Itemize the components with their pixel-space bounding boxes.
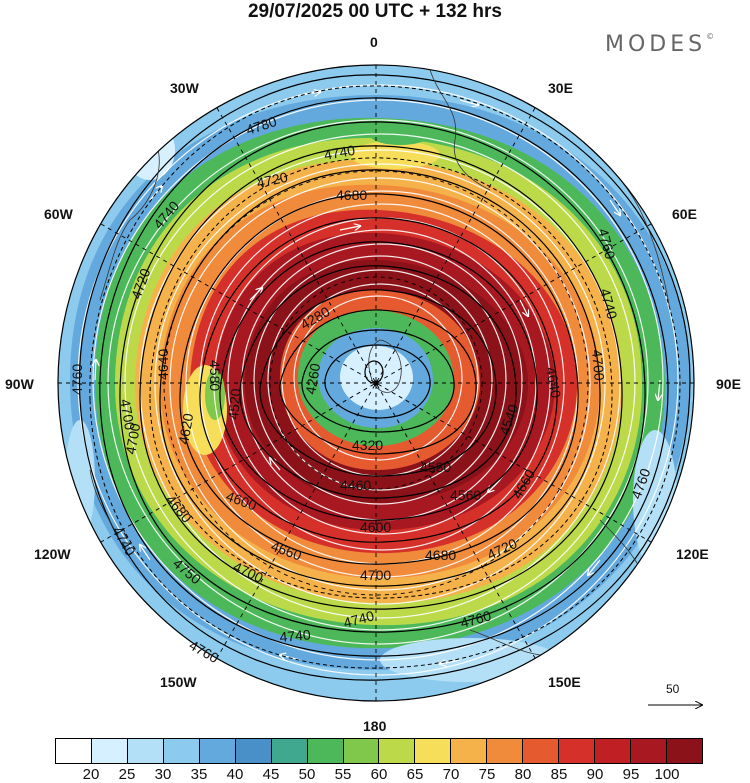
colorbar-swatch xyxy=(595,739,631,763)
patch-green-left xyxy=(205,370,225,420)
colorbar-swatch xyxy=(343,739,380,763)
colorbar-swatch xyxy=(451,739,488,763)
wind-streamlines xyxy=(77,84,679,676)
contour-label: 4580 xyxy=(420,459,451,475)
lon-label-30e: 30E xyxy=(548,80,573,96)
colorbar-swatch xyxy=(235,739,272,763)
colorbar-swatch xyxy=(415,739,452,763)
brand-name: MODES xyxy=(605,32,707,57)
colorbar-swatch xyxy=(56,739,92,763)
colorbar xyxy=(55,738,703,764)
colorbar-tick-label: 70 xyxy=(442,766,460,783)
colorbar-swatch xyxy=(379,739,416,763)
contour-label: 4740 xyxy=(323,142,357,163)
colorbar-tick-label: 60 xyxy=(370,766,388,783)
contour-label: 4760 xyxy=(595,227,619,261)
colorbar-tick-label: 100 xyxy=(654,766,680,783)
lon-label-150e: 150E xyxy=(548,674,581,690)
colorbar-tick-label: 25 xyxy=(118,766,136,783)
colorbar-swatch xyxy=(666,739,702,763)
contour-label: 4640 xyxy=(543,366,564,400)
contour-label: 4460 xyxy=(340,477,371,493)
contour-label: 4740 xyxy=(597,287,621,321)
colorbar-tick-label: 20 xyxy=(82,766,100,783)
page-title: 29/07/2025 00 UTC + 132 hrs xyxy=(247,1,503,22)
colorbar-tick-label: 40 xyxy=(226,766,244,783)
colorbar-swatch xyxy=(127,739,164,763)
colorbar-tick-label: 95 xyxy=(622,766,640,783)
lon-label-90e: 90E xyxy=(716,376,741,392)
lon-label-180: 180 xyxy=(363,718,387,734)
contour-label: 4640 xyxy=(155,349,171,380)
contour-label: 4700 xyxy=(122,422,143,456)
patch-white-topleft xyxy=(125,120,175,180)
colorbar-swatch xyxy=(307,739,344,763)
colorbar-labels: 20 25 30 35 40 45 50 55 60 65 70 75 80 85 90 95 100 xyxy=(55,766,703,783)
dashed-contours xyxy=(89,85,681,669)
colorbar-tick-label: 30 xyxy=(154,766,172,783)
contour-label: 4620 xyxy=(175,412,196,446)
contour-label: 4700 xyxy=(117,398,138,432)
contour-label: 4760 xyxy=(459,607,493,631)
colorbar-tick-label: 85 xyxy=(550,766,568,783)
colorbar-tick-label: 45 xyxy=(262,766,280,783)
contour-label: 4740 xyxy=(279,626,312,645)
colorbar-tick-label: 75 xyxy=(478,766,496,783)
colorbar-swatch xyxy=(271,739,308,763)
lon-label-120w: 120W xyxy=(34,546,71,562)
contour-label: 4580 xyxy=(207,360,223,391)
lon-label-90w: 90W xyxy=(5,376,34,392)
lon-label-60e: 60E xyxy=(672,206,697,222)
lon-label-150w: 150W xyxy=(160,674,197,690)
lon-label-30w: 30W xyxy=(170,80,199,96)
graticule xyxy=(58,65,694,701)
lon-label-120e: 120E xyxy=(676,546,709,562)
contour-label: 4560 xyxy=(450,487,481,503)
contour-label: 4680 xyxy=(425,547,456,563)
colorbar-swatch xyxy=(163,739,200,763)
colorbar-tick-label: 35 xyxy=(190,766,208,783)
contour-label: 4320 xyxy=(352,437,383,453)
brand-logo: MODES© xyxy=(605,32,715,57)
colorbar-tick-label: 55 xyxy=(334,766,352,783)
colorbar-swatch xyxy=(631,739,667,763)
contour-label: 4680 xyxy=(336,187,367,203)
pole-marker xyxy=(373,380,379,386)
contour-label: 4520 xyxy=(225,388,244,421)
colorbar-tick-label: 90 xyxy=(586,766,604,783)
map-border xyxy=(57,64,695,702)
colorbar-swatch xyxy=(91,739,128,763)
colorbar-swatch xyxy=(199,739,236,763)
colorbar-swatch xyxy=(523,739,560,763)
lon-label-0: 0 xyxy=(370,34,378,50)
colorbar-tick-label: 65 xyxy=(406,766,424,783)
contour-label: 4740 xyxy=(342,607,376,631)
contour-label: 4600 xyxy=(360,519,391,535)
colorbar-swatch xyxy=(559,739,596,763)
contour-label: 4720 xyxy=(255,169,289,191)
colorbar-tick-label: 80 xyxy=(514,766,532,783)
contour-label: 4700 xyxy=(589,349,608,382)
contour-label: 4700 xyxy=(360,567,391,583)
contour-label: 4260 xyxy=(302,362,323,396)
colorbar-swatch xyxy=(487,739,524,763)
contour-label: 4760 xyxy=(69,364,85,395)
vector-scale-value: 50 xyxy=(666,682,680,696)
colorbar-tick-label: 50 xyxy=(298,766,316,783)
lon-label-60w: 60W xyxy=(44,206,73,222)
